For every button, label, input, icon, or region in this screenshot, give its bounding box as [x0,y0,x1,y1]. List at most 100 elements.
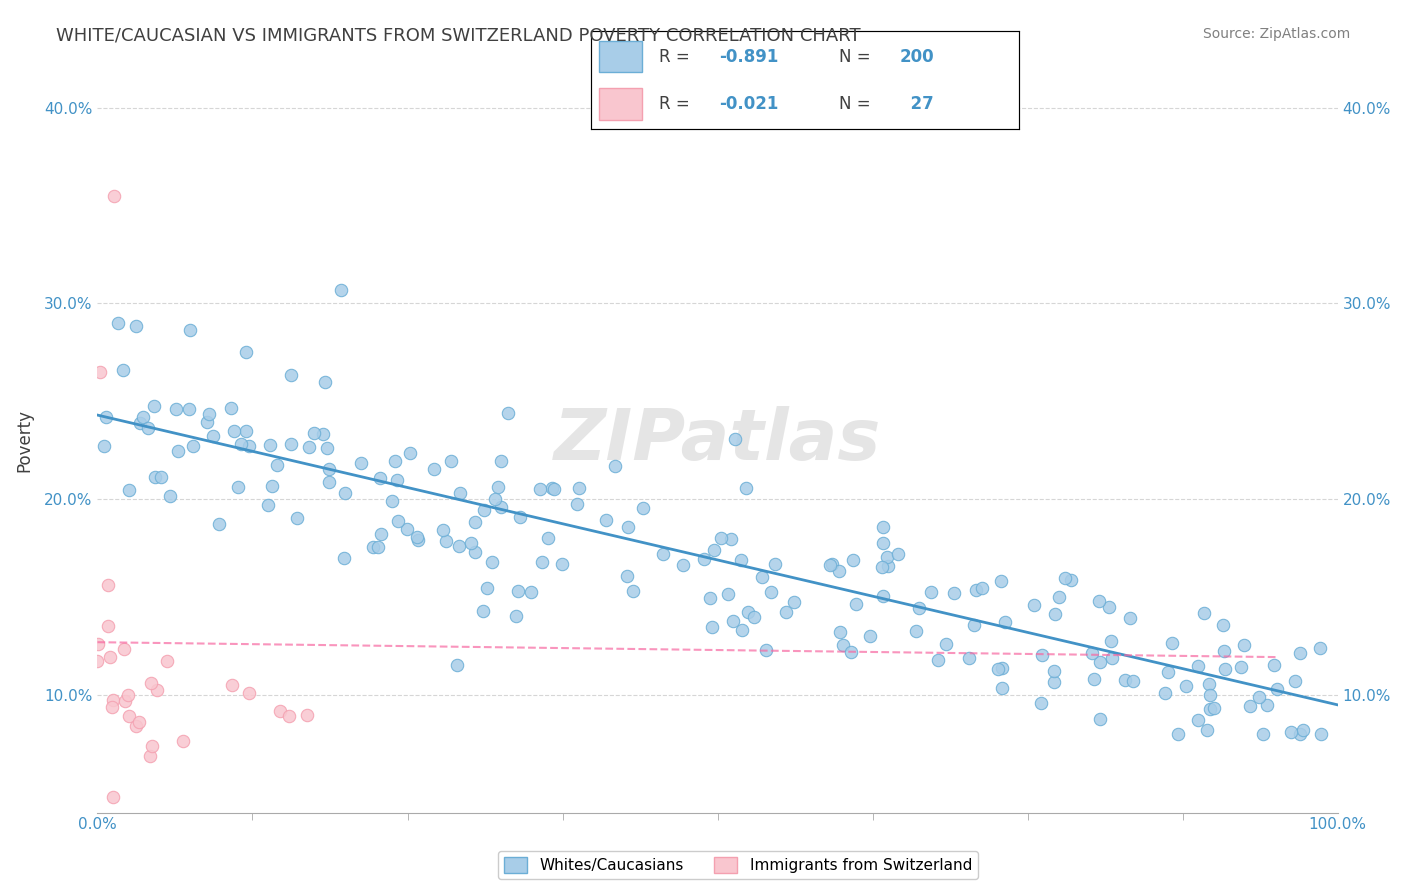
Point [489,454,512,468]
Point [1042,664,1064,678]
Point [150,469,173,483]
Point [434,534,457,549]
Point [616,568,638,582]
Point [845,598,868,612]
Legend: Whites/Caucasians, Immigrants from Switzerland: Whites/Caucasians, Immigrants from Switz… [498,851,979,880]
Point [963,618,986,632]
Point [1099,633,1122,648]
Point [333,485,356,500]
Point [1198,676,1220,690]
Point [543,482,565,496]
Point [935,637,957,651]
Point [505,608,527,623]
Point [1204,701,1226,715]
Point [828,624,851,639]
Point [94,410,117,425]
Point [222,424,245,438]
Point [114,694,136,708]
Point [759,585,782,599]
Point [297,708,319,723]
Point [1060,574,1083,588]
Point [537,531,560,545]
Point [876,550,898,565]
Point [886,547,908,561]
Point [1114,673,1136,687]
Point [782,595,804,609]
Point [235,344,257,359]
Point [277,708,299,723]
Point [1289,727,1312,741]
Point [384,454,406,468]
Point [302,426,325,441]
Point [132,409,155,424]
Point [721,614,744,628]
Point [195,415,218,429]
Point [1122,674,1144,689]
Point [408,533,430,548]
Point [744,609,766,624]
Point [699,591,721,605]
Point [298,441,321,455]
Point [207,516,229,531]
Point [1098,600,1121,615]
Point [280,368,302,383]
Text: R =: R = [659,95,695,112]
Point [1119,611,1142,625]
Point [101,790,124,805]
Point [1263,657,1285,672]
Point [730,552,752,566]
Text: -0.891: -0.891 [720,48,779,66]
Point [103,692,125,706]
Point [1279,725,1302,739]
Point [1199,702,1222,716]
Point [1157,665,1180,680]
Point [262,479,284,493]
Point [167,444,190,458]
Point [872,536,894,550]
Point [179,402,201,417]
Point [118,483,141,497]
Point [1043,607,1066,622]
Point [1309,640,1331,655]
Point [269,705,291,719]
Point [464,545,486,559]
Point [312,427,335,442]
Text: 27: 27 [900,95,934,112]
Point [1291,723,1313,738]
Point [489,500,512,515]
Point [842,553,865,567]
Point [314,375,336,389]
Point [551,558,574,572]
Point [238,686,260,700]
Point [703,542,725,557]
Point [432,523,454,537]
Point [1289,646,1312,660]
Point [406,530,429,544]
Point [165,401,187,416]
Point [226,480,249,494]
Point [990,574,1012,588]
Point [1160,636,1182,650]
Point [86,637,108,651]
Point [318,462,340,476]
Point [970,581,993,595]
Point [139,676,162,690]
Point [440,453,463,467]
Point [118,709,141,723]
Point [751,570,773,584]
Point [775,605,797,619]
Point [238,439,260,453]
Point [710,531,733,545]
Point [700,620,723,634]
Point [350,456,373,470]
Point [89,365,111,379]
Point [111,363,134,377]
Text: -0.021: -0.021 [720,95,779,112]
Point [1249,690,1271,704]
Point [93,439,115,453]
Point [595,513,617,527]
Point [1310,727,1333,741]
Point [368,471,391,485]
Point [1043,675,1066,690]
Point [927,653,949,667]
